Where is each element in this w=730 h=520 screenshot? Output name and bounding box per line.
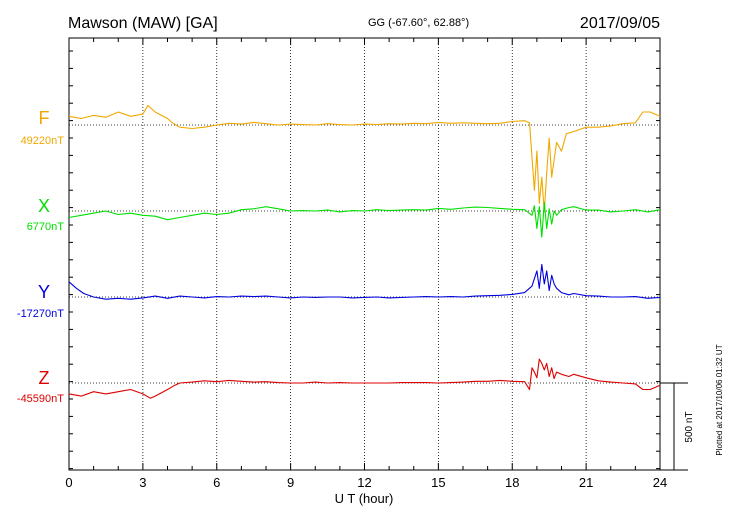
station-title: Mawson (MAW) [GA] xyxy=(68,15,218,32)
x-tick-label: 18 xyxy=(505,475,519,490)
series-name-f: F xyxy=(39,108,50,128)
series-line-x xyxy=(68,201,661,238)
series-line-f xyxy=(68,104,661,213)
series-baseline-z: -45590nT xyxy=(17,393,64,405)
series-lines xyxy=(68,104,661,399)
x-tick-label: 9 xyxy=(287,475,294,490)
series-name-z: Z xyxy=(39,368,50,388)
axis-ticks xyxy=(68,38,661,470)
scale-bar: 500 nT xyxy=(660,382,695,471)
x-tick-label: 3 xyxy=(139,475,146,490)
x-tick-label: 6 xyxy=(213,475,220,490)
plot-date: 2017/09/05 xyxy=(580,15,660,32)
x-tick-label: 24 xyxy=(653,475,667,490)
series-line-y xyxy=(68,263,661,300)
scale-bar-label: 500 nT xyxy=(684,411,695,442)
series-labels: F 49220nT X 6770nT Y -17270nT Z -45590nT xyxy=(17,108,64,405)
station-coords: GG (-67.60°, 62.88°) xyxy=(368,17,469,29)
x-tick-labels: 0 3 6 9 12 15 18 21 24 xyxy=(65,475,667,490)
x-tick-label: 21 xyxy=(579,475,593,490)
series-baseline-f: 49220nT xyxy=(21,135,65,147)
plotted-note: Plotted at 2017/10/06 01:32 UT xyxy=(715,344,724,455)
series-baseline-x: 6770nT xyxy=(27,221,65,233)
series-name-y: Y xyxy=(38,282,50,302)
series-name-x: X xyxy=(38,196,50,216)
series-line-z xyxy=(68,358,661,399)
x-tick-label: 12 xyxy=(357,475,371,490)
grid-lines xyxy=(69,38,660,470)
x-axis-label: U T (hour) xyxy=(335,491,394,506)
series-baseline-y: -17270nT xyxy=(17,308,64,320)
x-tick-label: 15 xyxy=(431,475,445,490)
x-tick-label: 0 xyxy=(65,475,72,490)
